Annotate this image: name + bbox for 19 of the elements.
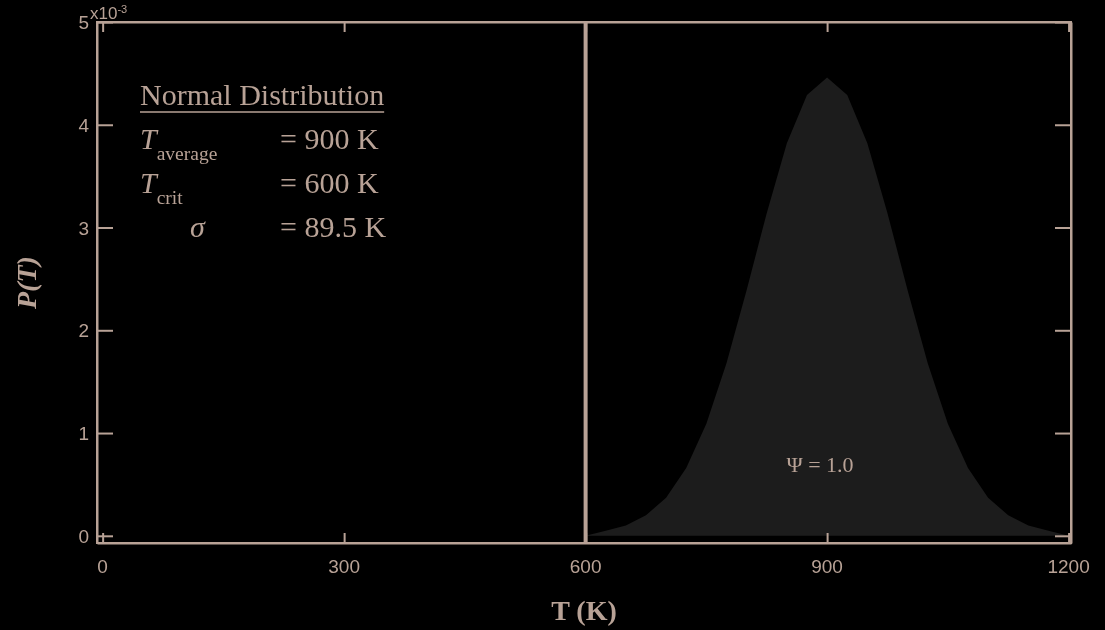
- x-tick-label: 0: [97, 556, 108, 577]
- x-tick-label: 600: [569, 556, 602, 577]
- y-tick-label: 1: [78, 423, 89, 445]
- y-axis-title: P(T): [11, 256, 42, 310]
- y-tick-label: 2: [78, 320, 89, 342]
- y-tick-label: 3: [78, 217, 89, 239]
- y-tick-label: 0: [78, 525, 89, 547]
- x-tick-label: 1200: [1047, 556, 1090, 577]
- annotation: Normal Distribution: [140, 78, 385, 111]
- text: T$_{crit}$ = 600 K: [140, 166, 379, 208]
- x-tick-label: 900: [811, 556, 843, 577]
- annotation: x10$^{-3}$: [90, 3, 128, 23]
- y-tick-label: 4: [78, 114, 90, 136]
- annotation: Ψ = 1.0: [786, 452, 854, 477]
- y-tick-label: 5: [78, 12, 89, 33]
- x-tick-label: 300: [328, 556, 360, 577]
- text: σ = 89.5 K: [190, 210, 387, 243]
- x-axis-title: T (K): [551, 595, 617, 626]
- text: T$_{average}$ = 900 K: [140, 122, 379, 164]
